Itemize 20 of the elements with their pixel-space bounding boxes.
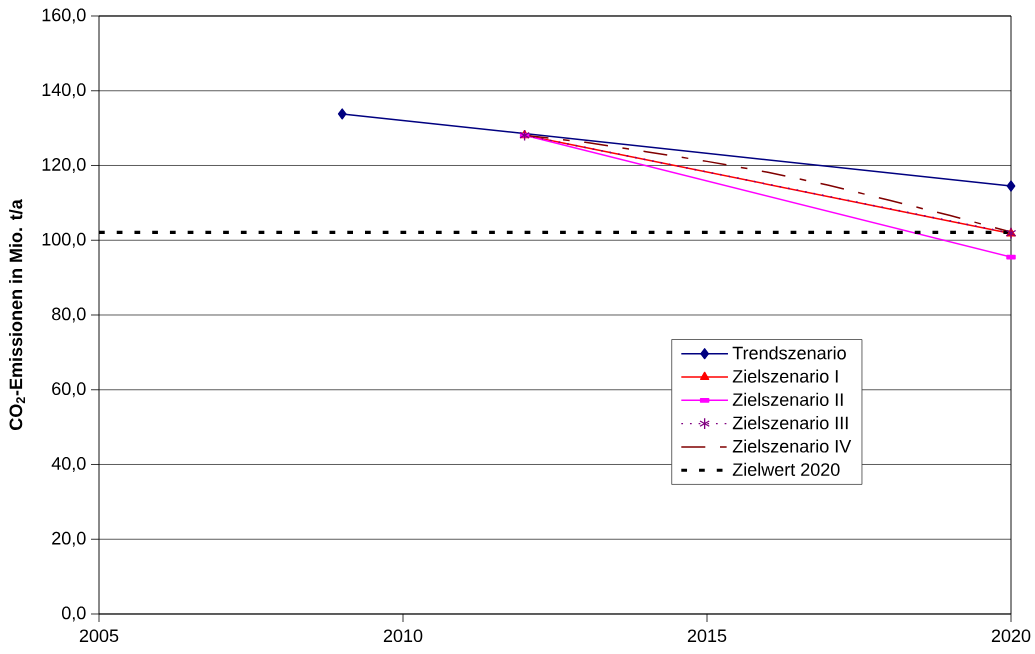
y-tick-label: 140,0: [42, 83, 86, 99]
legend-label: Zielwert 2020: [732, 462, 840, 476]
y-tick-label: 40,0: [51, 457, 86, 472]
y-tick-label: 120,0: [42, 158, 86, 173]
x-tick-label: 2020: [991, 629, 1031, 643]
y-tick-label: 160,0: [42, 8, 86, 24]
legend-label: Zielszenario II: [732, 392, 843, 406]
legend-label: Zielszenario I: [732, 369, 838, 383]
x-tick-label: 2005: [79, 629, 119, 643]
y-tick-label: 80,0: [52, 307, 86, 323]
x-tick-label: 2010: [383, 629, 423, 643]
y-tick-label: 60,0: [52, 382, 86, 398]
legend-label: Zielszenario IV: [732, 439, 852, 453]
y-tick-label: 20,0: [52, 531, 86, 547]
legend-label: Zielszenario III: [732, 416, 848, 430]
y-tick-label: 0,0: [61, 606, 86, 622]
x-tick-label: 2015: [687, 629, 727, 643]
legend-label: Trendszenario: [732, 346, 846, 360]
y-axis-title: CO$_{2}$-Emissionen in Mio. t/a: [9, 199, 25, 430]
y-tick-label: 100,0: [42, 232, 86, 248]
